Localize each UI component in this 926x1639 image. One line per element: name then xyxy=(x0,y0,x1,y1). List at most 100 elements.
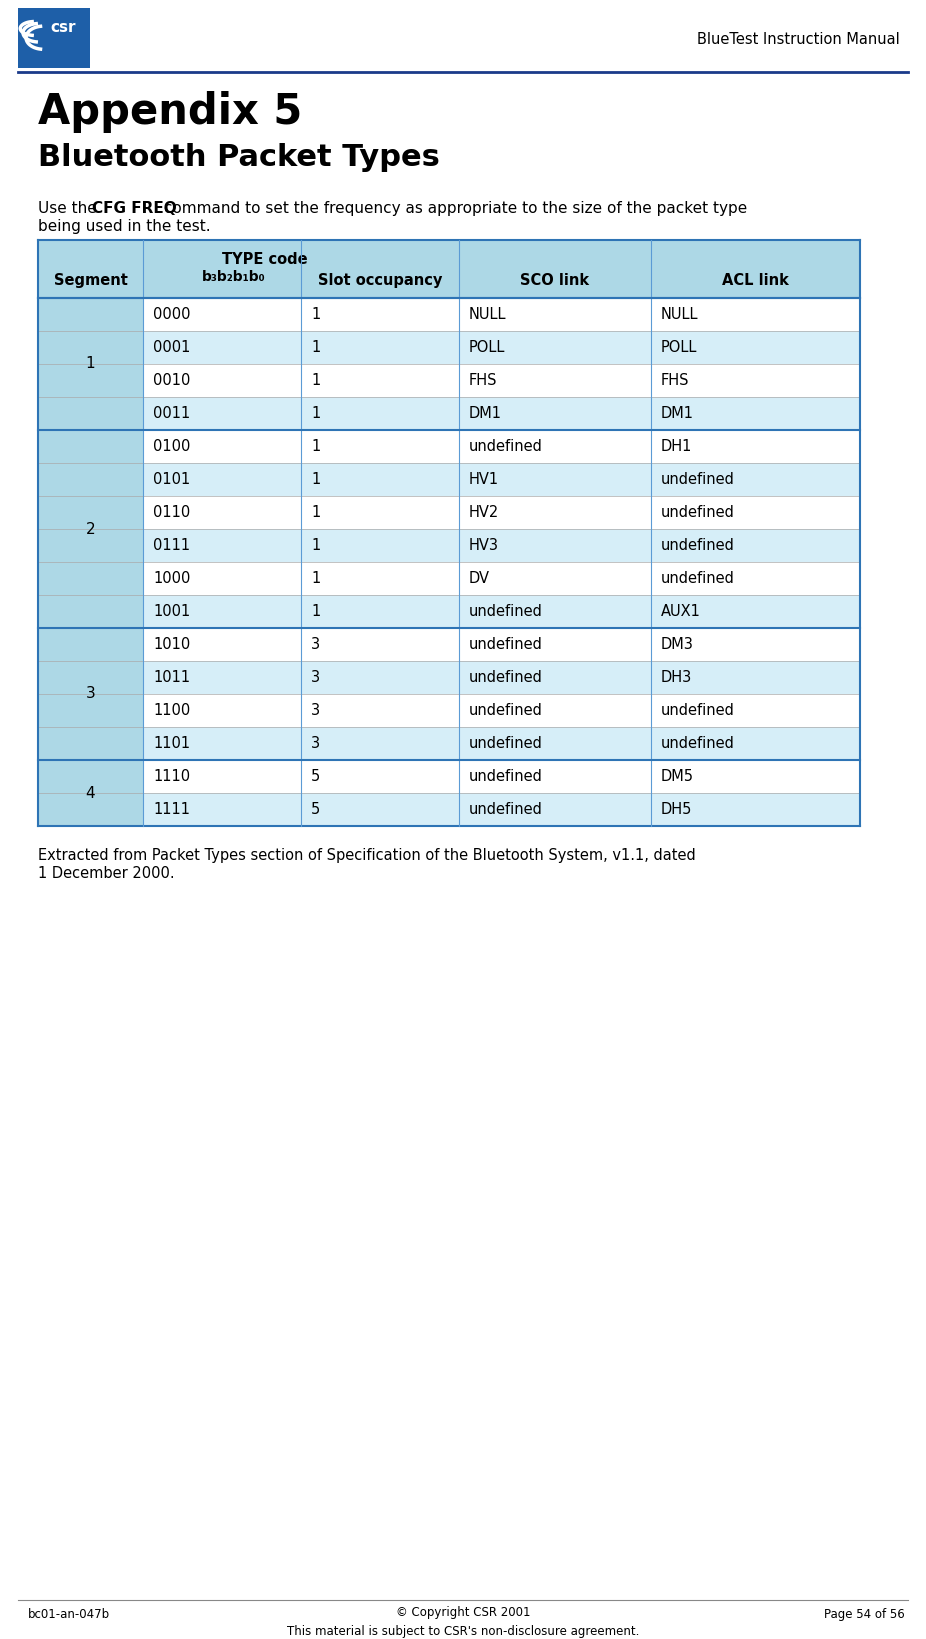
Bar xyxy=(301,728,459,760)
Bar xyxy=(459,298,651,331)
Bar xyxy=(651,397,860,429)
Text: DH5: DH5 xyxy=(661,801,693,816)
Bar xyxy=(301,429,459,462)
Text: DH1: DH1 xyxy=(661,439,693,454)
Text: 1: 1 xyxy=(311,538,320,552)
Text: 1: 1 xyxy=(311,439,320,454)
Bar xyxy=(38,331,143,364)
Text: 5: 5 xyxy=(311,801,320,816)
Bar xyxy=(651,529,860,562)
Bar xyxy=(38,364,143,397)
Bar xyxy=(38,595,143,628)
Bar xyxy=(459,364,651,397)
Bar xyxy=(301,793,459,826)
Bar xyxy=(651,693,860,728)
Bar xyxy=(651,628,860,661)
Bar xyxy=(459,331,651,364)
Bar xyxy=(143,331,301,364)
Text: undefined: undefined xyxy=(469,769,543,783)
Bar xyxy=(143,595,301,628)
Text: DM1: DM1 xyxy=(469,406,502,421)
Bar xyxy=(38,239,860,298)
Text: undefined: undefined xyxy=(661,570,735,587)
Bar xyxy=(301,331,459,364)
Bar xyxy=(459,595,651,628)
Bar xyxy=(143,760,301,793)
Bar xyxy=(38,529,143,562)
Text: SCO link: SCO link xyxy=(520,274,590,288)
Text: undefined: undefined xyxy=(469,605,543,620)
Text: undefined: undefined xyxy=(469,670,543,685)
Bar xyxy=(301,693,459,728)
Text: 0101: 0101 xyxy=(153,472,190,487)
Bar xyxy=(38,661,143,693)
Bar xyxy=(301,529,459,562)
Bar xyxy=(459,760,651,793)
Text: Appendix 5: Appendix 5 xyxy=(38,92,302,133)
Text: bc01-an-047b: bc01-an-047b xyxy=(28,1608,110,1621)
Text: ACL link: ACL link xyxy=(722,274,789,288)
Text: 3: 3 xyxy=(311,670,320,685)
Text: Bluetooth Packet Types: Bluetooth Packet Types xyxy=(38,144,440,172)
Text: HV1: HV1 xyxy=(469,472,499,487)
Text: 3: 3 xyxy=(311,736,320,751)
Text: 1: 1 xyxy=(311,339,320,356)
Text: 0001: 0001 xyxy=(153,339,191,356)
Text: 1110: 1110 xyxy=(153,769,190,783)
Text: Segment: Segment xyxy=(54,274,128,288)
Bar xyxy=(38,298,143,331)
Bar xyxy=(459,693,651,728)
Text: 0100: 0100 xyxy=(153,439,191,454)
Bar xyxy=(143,298,301,331)
Bar xyxy=(143,628,301,661)
Bar xyxy=(143,364,301,397)
Bar xyxy=(143,693,301,728)
Bar xyxy=(301,760,459,793)
Text: Extracted from Packet Types section of Specification of the Bluetooth System, v1: Extracted from Packet Types section of S… xyxy=(38,847,695,864)
Bar xyxy=(143,562,301,595)
Bar xyxy=(38,497,143,529)
Text: HV2: HV2 xyxy=(469,505,499,520)
Text: 1100: 1100 xyxy=(153,703,190,718)
Text: 0010: 0010 xyxy=(153,374,191,388)
Bar xyxy=(38,793,143,826)
Text: Page 54 of 56: Page 54 of 56 xyxy=(824,1608,905,1621)
Text: FHS: FHS xyxy=(469,374,497,388)
Text: undefined: undefined xyxy=(661,736,735,751)
Bar xyxy=(459,628,651,661)
Bar xyxy=(301,595,459,628)
Text: undefined: undefined xyxy=(469,736,543,751)
Text: undefined: undefined xyxy=(469,703,543,718)
Bar xyxy=(38,462,143,497)
Text: TYPE code: TYPE code xyxy=(222,252,307,267)
Text: Slot occupancy: Slot occupancy xyxy=(318,274,443,288)
Text: FHS: FHS xyxy=(661,374,690,388)
Text: Use the: Use the xyxy=(38,202,102,216)
Text: CFG FREQ: CFG FREQ xyxy=(92,202,177,216)
Text: 1: 1 xyxy=(311,374,320,388)
Text: undefined: undefined xyxy=(469,801,543,816)
Bar xyxy=(301,298,459,331)
Bar xyxy=(18,8,90,67)
Text: 1: 1 xyxy=(311,306,320,321)
Bar xyxy=(38,397,143,429)
Text: 1010: 1010 xyxy=(153,638,190,652)
Text: AUX1: AUX1 xyxy=(661,605,701,620)
Bar xyxy=(459,661,651,693)
Text: 0110: 0110 xyxy=(153,505,190,520)
Text: undefined: undefined xyxy=(469,439,543,454)
Text: 1: 1 xyxy=(311,605,320,620)
Text: 5: 5 xyxy=(311,769,320,783)
Text: 0011: 0011 xyxy=(153,406,190,421)
Bar xyxy=(143,529,301,562)
Bar xyxy=(459,497,651,529)
Text: © Copyright CSR 2001
This material is subject to CSR's non-disclosure agreement.: © Copyright CSR 2001 This material is su… xyxy=(287,1606,639,1637)
Text: undefined: undefined xyxy=(661,538,735,552)
Text: DH3: DH3 xyxy=(661,670,693,685)
Bar xyxy=(459,397,651,429)
Bar xyxy=(651,728,860,760)
Bar xyxy=(301,562,459,595)
Text: DM1: DM1 xyxy=(661,406,694,421)
Text: 1111: 1111 xyxy=(153,801,190,816)
Bar xyxy=(459,462,651,497)
